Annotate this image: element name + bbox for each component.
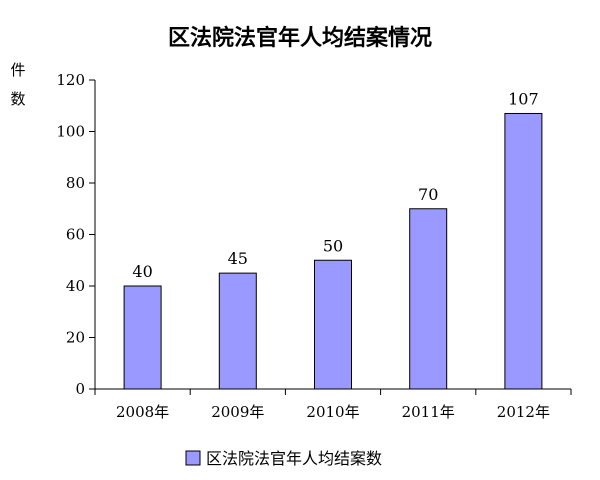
y-tick-label: 40 <box>66 277 85 295</box>
bar <box>123 285 162 390</box>
x-tick-label: 2012年 <box>497 403 550 421</box>
x-tick-label: 2011年 <box>402 403 455 421</box>
chart-title: 区法院法官年人均结案情况 <box>168 25 432 51</box>
legend: 区法院法官年人均结案数 <box>185 449 382 468</box>
y-tick-label: 80 <box>66 174 85 192</box>
legend-swatch <box>185 450 201 466</box>
bars <box>123 112 543 390</box>
bar <box>314 259 352 390</box>
y-tick-label: 120 <box>56 71 85 89</box>
data-label: 70 <box>418 185 438 204</box>
data-label: 50 <box>323 236 343 255</box>
data-label: 45 <box>228 249 248 268</box>
y-axis-ticks: 0 20 40 60 80 100 120 <box>56 71 95 398</box>
bar <box>504 112 543 390</box>
x-tick-label: 2010年 <box>306 403 359 421</box>
data-labels: 40 45 50 70 107 <box>132 89 538 281</box>
bar <box>409 208 448 390</box>
y-axis-label-char-2: 数 <box>10 90 25 108</box>
legend-label: 区法院法官年人均结案数 <box>206 449 382 468</box>
y-axis-label-char-1: 件 <box>10 61 25 79</box>
y-tick-label: 60 <box>66 226 85 244</box>
y-tick-label: 20 <box>66 329 85 347</box>
x-tick-label: 2009年 <box>211 403 264 421</box>
y-tick-label: 100 <box>56 123 85 141</box>
x-axis-ticks: 2008年 2009年 2010年 2011年 2012年 <box>94 389 572 421</box>
bar <box>218 272 257 390</box>
data-label: 40 <box>132 262 152 281</box>
data-label: 107 <box>508 89 539 108</box>
x-tick-label: 2008年 <box>116 403 169 421</box>
y-tick-label: 0 <box>75 380 85 398</box>
